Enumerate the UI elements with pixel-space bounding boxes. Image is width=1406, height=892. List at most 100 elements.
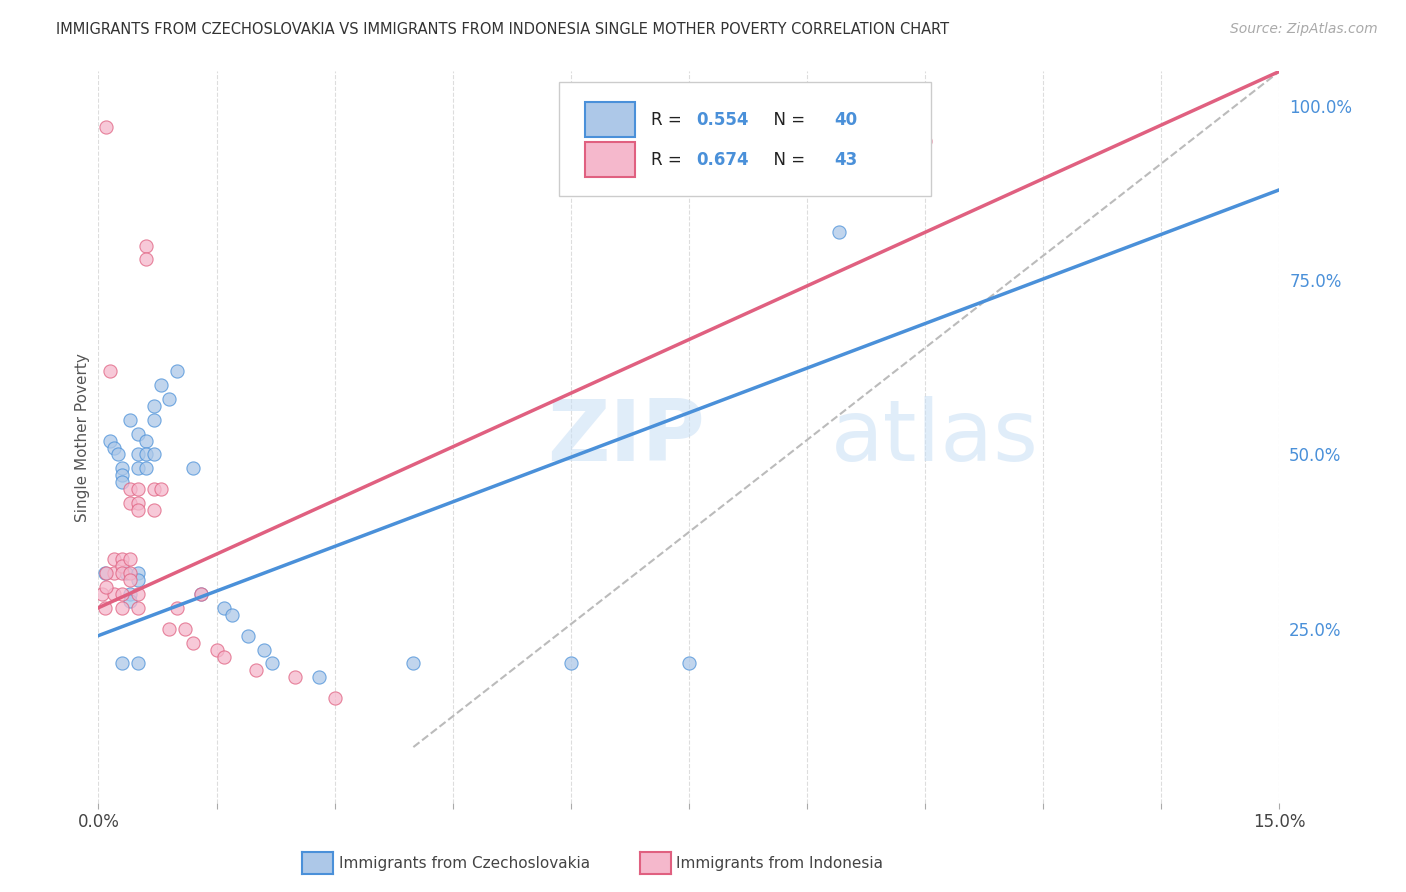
Point bbox=[127, 426, 149, 441]
Point bbox=[174, 622, 197, 636]
Text: 43: 43 bbox=[834, 151, 858, 169]
Point bbox=[142, 412, 165, 426]
Point bbox=[245, 664, 267, 678]
Text: 0.554: 0.554 bbox=[696, 111, 748, 128]
Point bbox=[111, 468, 134, 483]
Point bbox=[150, 377, 173, 392]
Point bbox=[118, 587, 141, 601]
Point bbox=[190, 587, 212, 601]
Point bbox=[253, 642, 276, 657]
Point bbox=[221, 607, 243, 622]
Point bbox=[142, 448, 165, 462]
Point bbox=[127, 448, 149, 462]
Point bbox=[157, 622, 180, 636]
Point bbox=[103, 566, 125, 580]
Point bbox=[135, 461, 157, 475]
Point bbox=[98, 364, 121, 378]
Point bbox=[135, 434, 157, 448]
Point bbox=[93, 600, 115, 615]
Point bbox=[111, 558, 134, 573]
Point bbox=[111, 475, 134, 490]
Point bbox=[166, 364, 188, 378]
Point bbox=[827, 225, 849, 239]
Point bbox=[560, 657, 582, 671]
Point bbox=[402, 657, 425, 671]
Point bbox=[115, 566, 138, 580]
Point bbox=[678, 657, 700, 671]
Point bbox=[127, 566, 149, 580]
Point bbox=[157, 392, 180, 406]
Point bbox=[150, 483, 173, 497]
Point bbox=[96, 580, 118, 594]
Text: N =: N = bbox=[763, 111, 811, 128]
Point bbox=[914, 134, 936, 148]
Point bbox=[323, 691, 346, 706]
Point bbox=[190, 587, 212, 601]
Text: R =: R = bbox=[651, 111, 688, 128]
Point bbox=[835, 169, 858, 183]
Point bbox=[118, 573, 141, 587]
Point bbox=[127, 461, 149, 475]
Point bbox=[118, 496, 141, 510]
Point bbox=[142, 483, 165, 497]
Y-axis label: Single Mother Poverty: Single Mother Poverty bbox=[75, 352, 90, 522]
Point bbox=[118, 594, 141, 608]
Point bbox=[98, 434, 121, 448]
Text: 0.674: 0.674 bbox=[696, 151, 748, 169]
Point bbox=[103, 552, 125, 566]
Point bbox=[308, 670, 330, 684]
Text: atlas: atlas bbox=[831, 395, 1039, 479]
Point bbox=[118, 412, 141, 426]
Point bbox=[142, 503, 165, 517]
Point bbox=[111, 552, 134, 566]
Point bbox=[127, 657, 149, 671]
Text: R =: R = bbox=[651, 151, 688, 169]
Point bbox=[107, 448, 129, 462]
Point bbox=[181, 635, 204, 649]
Point bbox=[111, 461, 134, 475]
Point bbox=[127, 600, 149, 615]
Point bbox=[284, 670, 307, 684]
Point bbox=[214, 649, 236, 664]
Point bbox=[103, 441, 125, 455]
Point bbox=[127, 587, 149, 601]
Point bbox=[118, 566, 141, 580]
Text: Source: ZipAtlas.com: Source: ZipAtlas.com bbox=[1230, 22, 1378, 37]
Point bbox=[96, 120, 118, 134]
Point bbox=[103, 587, 125, 601]
Point bbox=[111, 566, 134, 580]
Point bbox=[96, 566, 118, 580]
Point bbox=[111, 657, 134, 671]
Point bbox=[127, 573, 149, 587]
Point bbox=[166, 600, 188, 615]
Text: 40: 40 bbox=[834, 111, 858, 128]
FancyBboxPatch shape bbox=[560, 82, 931, 195]
Bar bbox=[585, 143, 634, 178]
Text: N =: N = bbox=[763, 151, 811, 169]
Point bbox=[127, 503, 149, 517]
Point bbox=[118, 483, 141, 497]
Text: Immigrants from Indonesia: Immigrants from Indonesia bbox=[676, 856, 883, 871]
Text: ZIP: ZIP bbox=[547, 395, 704, 479]
Bar bbox=[585, 102, 634, 137]
Point bbox=[875, 99, 897, 113]
Point bbox=[91, 587, 114, 601]
Point bbox=[118, 552, 141, 566]
Point bbox=[127, 496, 149, 510]
Point bbox=[142, 399, 165, 413]
Point bbox=[135, 252, 157, 267]
Point bbox=[135, 448, 157, 462]
Point bbox=[135, 238, 157, 252]
Text: Immigrants from Czechoslovakia: Immigrants from Czechoslovakia bbox=[339, 856, 591, 871]
Point bbox=[214, 600, 236, 615]
Text: IMMIGRANTS FROM CZECHOSLOVAKIA VS IMMIGRANTS FROM INDONESIA SINGLE MOTHER POVERT: IMMIGRANTS FROM CZECHOSLOVAKIA VS IMMIGR… bbox=[56, 22, 949, 37]
Point bbox=[883, 99, 905, 113]
Point bbox=[111, 600, 134, 615]
Point bbox=[127, 483, 149, 497]
Point bbox=[205, 642, 228, 657]
Point bbox=[111, 587, 134, 601]
Point bbox=[796, 155, 818, 169]
Point bbox=[236, 629, 259, 643]
Point bbox=[93, 566, 115, 580]
Point bbox=[260, 657, 283, 671]
